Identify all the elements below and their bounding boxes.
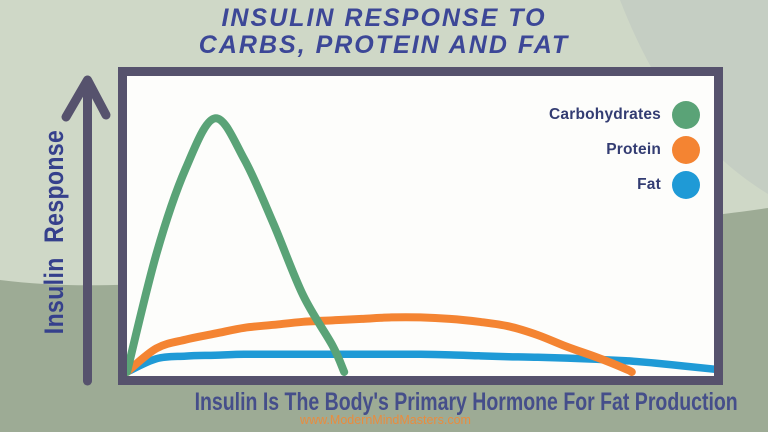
fat-color-dot [672, 171, 700, 199]
legend-item-protein: Protein [606, 136, 700, 164]
protein-curve [127, 313, 636, 376]
legend-label-fat: Fat [637, 176, 661, 193]
legend-label-protein: Protein [606, 141, 661, 158]
caption-text: Insulin Is The Body's Primary Hormone Fo… [194, 388, 738, 416]
fat-curve [127, 350, 714, 376]
page-title: INSULIN RESPONSE TO CARBS, PROTEIN AND F… [0, 5, 768, 59]
website-url: www.ModernMindMasters.com [300, 413, 471, 427]
protein-color-dot [672, 136, 700, 164]
legend-label-carbohydrates: Carbohydrates [549, 106, 661, 123]
legend-item-fat: Fat [637, 171, 700, 199]
chart-curves [127, 114, 714, 376]
page-title-line-2: CARBS, PROTEIN AND FAT [198, 31, 570, 59]
page-title-line-1: INSULIN RESPONSE TO [221, 4, 547, 32]
carbohydrates-color-dot [672, 101, 700, 129]
legend-item-carbohydrates: Carbohydrates [549, 101, 700, 129]
carbohydrates-curve [127, 114, 349, 376]
chart-panel [118, 67, 723, 385]
y-axis-label: Insulin Response [38, 129, 69, 335]
caption-bar: Insulin Is The Body's Primary Hormone Fo… [118, 388, 738, 417]
